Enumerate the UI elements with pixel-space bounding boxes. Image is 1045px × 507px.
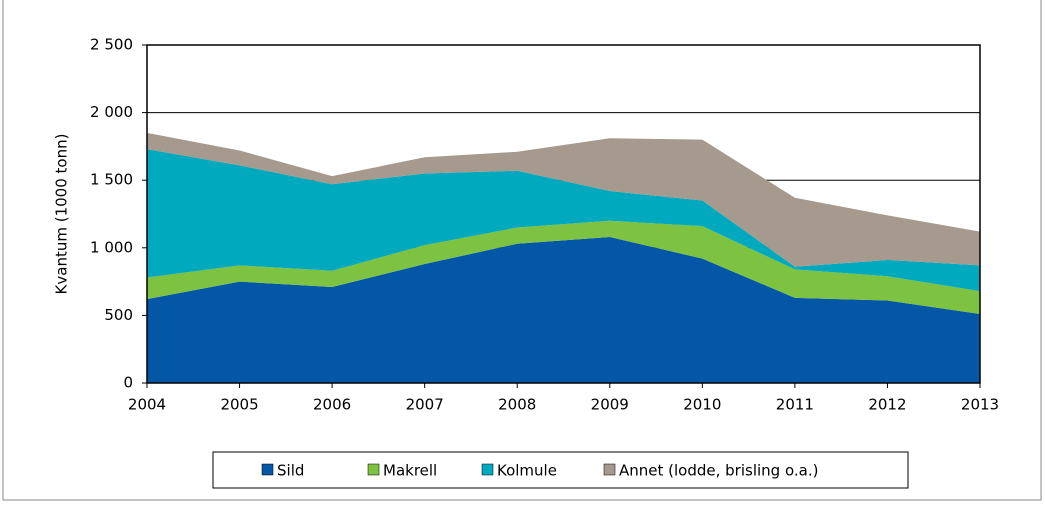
x-tick-label: 2009: [591, 396, 629, 414]
area: [147, 220, 980, 315]
x-tick-label: 2012: [868, 396, 906, 414]
x-tick-label: 2008: [498, 396, 536, 414]
x-tick-label: 2006: [313, 396, 351, 414]
y-axis-label: Kvantum (1000 tonn): [53, 134, 71, 295]
area: [147, 149, 980, 292]
area: [147, 236, 980, 383]
plot-border: [146, 44, 981, 384]
legend-label: Kolmule: [497, 462, 557, 480]
x-tick-label: 2013: [961, 396, 999, 414]
x-tick-label: 2007: [406, 396, 444, 414]
x-tick-label: 2004: [128, 396, 166, 414]
y-tick-label: 1 000: [90, 238, 133, 256]
legend-label: Annet (lodde, brisling o.a.): [619, 462, 818, 480]
x-tick-label: 2010: [683, 396, 721, 414]
legend-swatch: [481, 463, 494, 476]
legend-swatch: [367, 463, 380, 476]
legend-box: [212, 451, 909, 489]
y-tick-label: 500: [104, 306, 133, 324]
y-tick-label: 0: [123, 374, 133, 392]
area: [147, 132, 980, 267]
y-tick-label: 2 500: [90, 36, 133, 54]
legend-swatch: [603, 463, 616, 476]
x-tick-label: 2005: [220, 396, 258, 414]
legend-swatch: [261, 463, 274, 476]
x-tick-label: 2011: [776, 396, 814, 414]
legend-label: Sild: [277, 462, 304, 480]
legend-label: Makrell: [383, 462, 437, 480]
y-tick-label: 2 000: [90, 103, 133, 121]
y-tick-label: 1 500: [90, 171, 133, 189]
